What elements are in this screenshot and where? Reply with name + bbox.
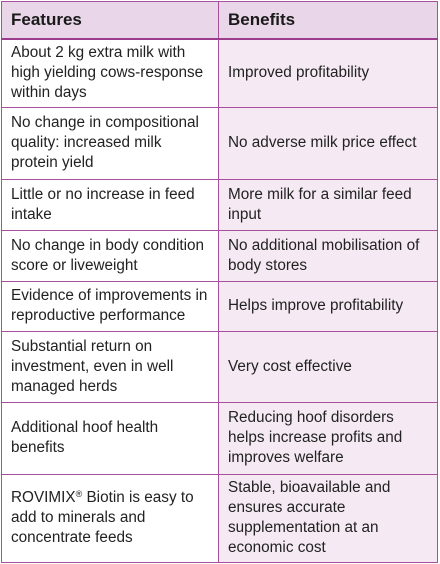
benefit-text: No adverse milk price effect bbox=[228, 134, 417, 151]
benefit-text: Improved profitability bbox=[228, 63, 370, 81]
feature-text: No change in compositional quality: incr… bbox=[11, 114, 199, 171]
table-row: No change in body condition score or liv… bbox=[1, 230, 438, 282]
features-header: Features bbox=[1, 1, 219, 40]
benefit-cell: Reducing hoof disorders helps increase p… bbox=[218, 402, 438, 475]
benefit-text: Reducing hoof disorders helps increase p… bbox=[228, 409, 403, 466]
benefits-header: Benefits bbox=[218, 1, 438, 40]
table-row: Substantial return on investment, even i… bbox=[1, 331, 438, 403]
feature-cell: Evidence of improvements in reproductive… bbox=[1, 281, 219, 332]
feature-cell: About 2 kg extra milk with high yielding… bbox=[1, 38, 219, 108]
feature-text: About 2 kg extra milk with high yielding… bbox=[11, 43, 204, 101]
registered-mark: ® bbox=[75, 489, 83, 499]
feature-cell: Little or no increase in feed intake bbox=[1, 179, 219, 231]
benefit-cell: Very cost effective bbox=[218, 331, 438, 403]
benefit-cell: Helps improve profitability bbox=[218, 281, 438, 332]
benefit-cell: No adverse milk price effect bbox=[218, 107, 438, 180]
table-row: About 2 kg extra milk with high yielding… bbox=[1, 38, 438, 108]
feature-remainder: Biotin is easy to add to minerals and co… bbox=[11, 489, 194, 546]
benefit-text: No additional mobilisation of body store… bbox=[228, 236, 420, 274]
feature-text: No change in body condition score or liv… bbox=[11, 236, 205, 274]
feature-cell: Substantial return on investment, even i… bbox=[1, 331, 219, 403]
feature-cell: No change in body condition score or liv… bbox=[1, 230, 219, 282]
benefit-text: More milk for a similar feed input bbox=[228, 185, 412, 223]
feature-text: Substantial return on investment, even i… bbox=[11, 337, 174, 395]
feature-text: Additional hoof health benefits bbox=[11, 419, 159, 456]
benefit-text: Very cost effective bbox=[228, 357, 352, 375]
feature-cell: No change in compositional quality: incr… bbox=[1, 107, 219, 180]
benefit-cell: Improved profitability bbox=[218, 38, 438, 108]
table-row: No change in compositional quality: incr… bbox=[1, 107, 438, 180]
benefit-text: Stable, bioavailable and ensures accurat… bbox=[228, 479, 391, 556]
table-row: Additional hoof health benefits Reducing… bbox=[1, 402, 438, 475]
feature-text: Evidence of improvements in reproductive… bbox=[11, 287, 208, 324]
benefit-cell: No additional mobilisation of body store… bbox=[218, 230, 438, 282]
table-row: Little or no increase in feed intake Mor… bbox=[1, 179, 438, 231]
header-row: Features Benefits bbox=[1, 1, 438, 40]
feature-text: ROVIMIX® Biotin is easy to add to minera… bbox=[11, 488, 209, 548]
table-row: ROVIMIX® Biotin is easy to add to minera… bbox=[1, 474, 438, 563]
feature-cell: ROVIMIX® Biotin is easy to add to minera… bbox=[1, 474, 219, 563]
feature-cell: Additional hoof health benefits bbox=[1, 402, 219, 475]
benefit-cell: More milk for a similar feed input bbox=[218, 179, 438, 231]
feature-text: Little or no increase in feed intake bbox=[11, 185, 195, 223]
benefit-text: Helps improve profitability bbox=[228, 297, 404, 314]
table-row: Evidence of improvements in reproductive… bbox=[1, 281, 438, 332]
benefit-cell: Stable, bioavailable and ensures accurat… bbox=[218, 474, 438, 563]
brand-name: ROVIMIX bbox=[11, 489, 76, 506]
